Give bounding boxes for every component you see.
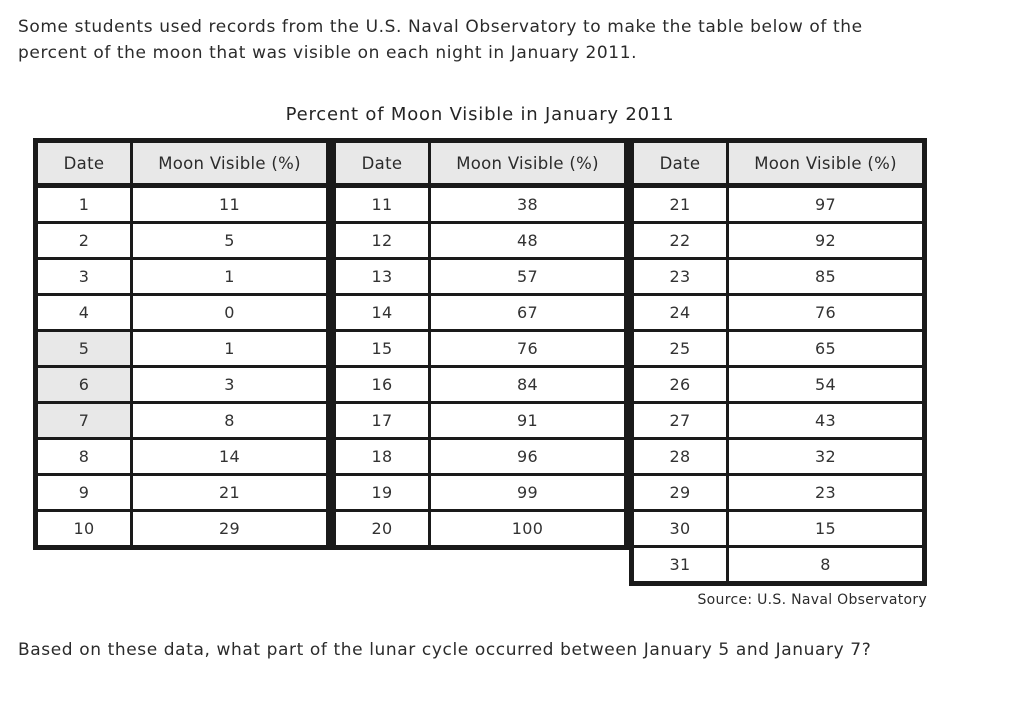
moon-visible-cell: 97 bbox=[729, 188, 922, 221]
moon-visible-cell: 43 bbox=[729, 404, 922, 437]
moon-visible-cell: 57 bbox=[431, 260, 624, 293]
moon-visible-cell: 23 bbox=[729, 476, 922, 509]
moon-visible-cell: 38 bbox=[431, 188, 624, 221]
column-header-moon-visible: Moon Visible (%) bbox=[133, 143, 326, 185]
date-cell: 27 bbox=[634, 404, 726, 437]
moon-table-days-21-31: Date Moon Visible (%) 21 97 22 92 23 85 24 76 25 65… bbox=[629, 138, 927, 586]
date-cell: 31 bbox=[634, 548, 726, 581]
column-header-date: Date bbox=[634, 143, 726, 185]
date-cell: 11 bbox=[336, 188, 428, 221]
table-title: Percent of Moon Visible in January 2011 bbox=[285, 104, 675, 125]
date-cell: 1 bbox=[38, 188, 130, 221]
date-cell: 25 bbox=[634, 332, 726, 365]
column-header-date: Date bbox=[38, 143, 130, 185]
question-text: Based on these data, what part of the lu… bbox=[18, 640, 872, 660]
moon-visible-cell: 1 bbox=[133, 260, 326, 293]
date-cell: 24 bbox=[634, 296, 726, 329]
moon-visible-cell: 48 bbox=[431, 224, 624, 257]
date-cell: 15 bbox=[336, 332, 428, 365]
moon-visible-cell: 14 bbox=[133, 440, 326, 473]
date-cell: 28 bbox=[634, 440, 726, 473]
date-cell: 18 bbox=[336, 440, 428, 473]
moon-visible-cell: 5 bbox=[133, 224, 326, 257]
moon-visible-cell: 1 bbox=[133, 332, 326, 365]
moon-visible-cell: 11 bbox=[133, 188, 326, 221]
moon-visible-cell: 96 bbox=[431, 440, 624, 473]
moon-visible-cell: 8 bbox=[133, 404, 326, 437]
moon-visible-cell: 3 bbox=[133, 368, 326, 401]
moon-visible-cell: 92 bbox=[729, 224, 922, 257]
moon-visible-cell: 15 bbox=[729, 512, 922, 545]
moon-visible-cell: 32 bbox=[729, 440, 922, 473]
moon-visible-cell: 91 bbox=[431, 404, 624, 437]
date-cell: 8 bbox=[38, 440, 130, 473]
date-cell: 6 bbox=[38, 368, 130, 401]
moon-table-section: Percent of Moon Visible in January 2011 … bbox=[33, 104, 927, 608]
date-cell: 26 bbox=[634, 368, 726, 401]
column-header-moon-visible: Moon Visible (%) bbox=[729, 143, 922, 185]
column-header-moon-visible: Moon Visible (%) bbox=[431, 143, 624, 185]
date-cell: 17 bbox=[336, 404, 428, 437]
moon-visible-cell: 67 bbox=[431, 296, 624, 329]
column-header-date: Date bbox=[336, 143, 428, 185]
date-cell: 2 bbox=[38, 224, 130, 257]
moon-visible-cell: 84 bbox=[431, 368, 624, 401]
intro-line-2: percent of the moon that was visible on … bbox=[18, 43, 638, 63]
date-cell: 3 bbox=[38, 260, 130, 293]
intro-line-1: Some students used records from the U.S.… bbox=[18, 17, 863, 37]
moon-visible-cell: 99 bbox=[431, 476, 624, 509]
date-cell: 20 bbox=[336, 512, 428, 545]
moon-table-days-11-20: Date Moon Visible (%) 11 38 12 48 13 57 14 67 15 76… bbox=[331, 138, 629, 550]
date-cell: 5 bbox=[38, 332, 130, 365]
date-cell: 22 bbox=[634, 224, 726, 257]
moon-table-days-1-10: Date Moon Visible (%) 1 11 2 5 3 1 4 0 5 1 6 3 7 8 8 14 9 2… bbox=[33, 138, 331, 550]
moon-visible-cell: 65 bbox=[729, 332, 922, 365]
moon-visible-cell: 29 bbox=[133, 512, 326, 545]
date-cell: 19 bbox=[336, 476, 428, 509]
date-cell: 16 bbox=[336, 368, 428, 401]
moon-tables-row: Date Moon Visible (%) 1 11 2 5 3 1 4 0 5 1 6 3 7 8 8 14 9 2… bbox=[33, 138, 927, 586]
date-cell: 9 bbox=[38, 476, 130, 509]
source-note: Source: U.S. Naval Observatory bbox=[697, 592, 927, 608]
moon-visible-cell: 76 bbox=[729, 296, 922, 329]
moon-visible-cell: 54 bbox=[729, 368, 922, 401]
date-cell: 4 bbox=[38, 296, 130, 329]
date-cell: 14 bbox=[336, 296, 428, 329]
moon-visible-cell: 76 bbox=[431, 332, 624, 365]
moon-visible-cell: 0 bbox=[133, 296, 326, 329]
date-cell: 23 bbox=[634, 260, 726, 293]
intro-paragraph: Some students used records from the U.S.… bbox=[18, 14, 995, 66]
date-cell: 7 bbox=[38, 404, 130, 437]
date-cell: 29 bbox=[634, 476, 726, 509]
moon-visible-cell: 85 bbox=[729, 260, 922, 293]
moon-visible-cell: 21 bbox=[133, 476, 326, 509]
date-cell: 12 bbox=[336, 224, 428, 257]
date-cell: 13 bbox=[336, 260, 428, 293]
date-cell: 30 bbox=[634, 512, 726, 545]
moon-visible-cell: 100 bbox=[431, 512, 624, 545]
date-cell: 21 bbox=[634, 188, 726, 221]
moon-visible-cell: 8 bbox=[729, 548, 922, 581]
date-cell: 10 bbox=[38, 512, 130, 545]
